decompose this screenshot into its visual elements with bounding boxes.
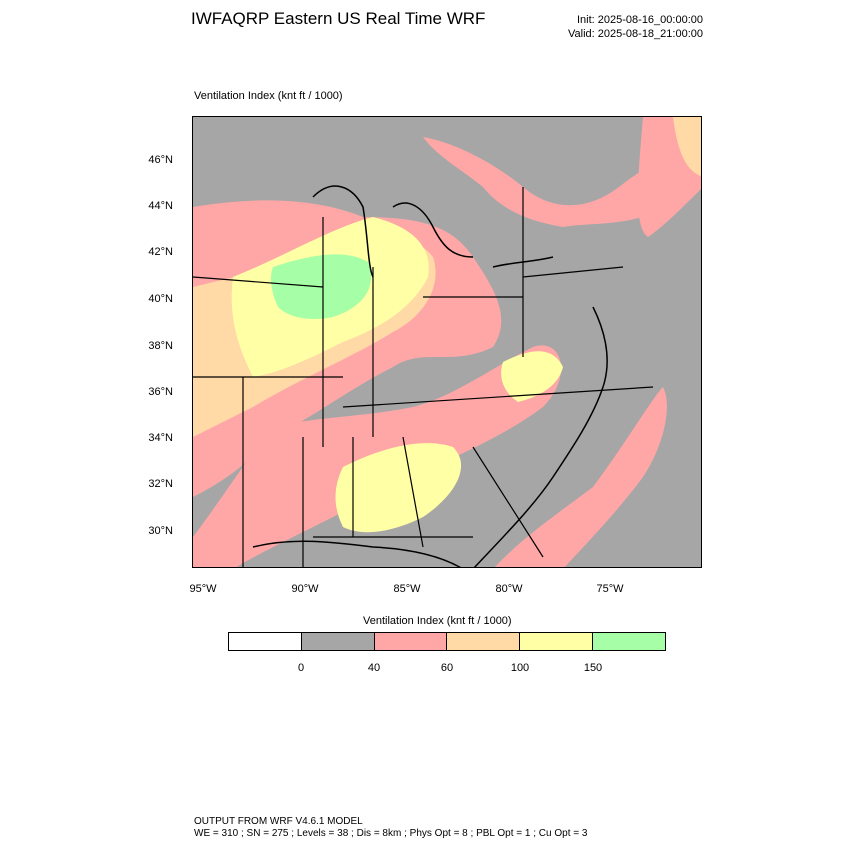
colorbar-label: 0 (297, 662, 305, 674)
pink-region-canada (423, 137, 663, 227)
colorbar-segment (593, 633, 665, 650)
colorbar (228, 632, 666, 651)
model-footer: OUTPUT FROM WRF V4.6.1 MODEL WE = 310 ; … (194, 816, 587, 840)
colorbar-segment (301, 633, 375, 650)
lat-label: 38°N (148, 340, 173, 352)
plot-title: IWFAQRP Eastern US Real Time WRF (191, 9, 486, 28)
colorbar-label: 150 (583, 662, 603, 674)
init-time: Init: 2025-08-16_00:00:00 (577, 14, 703, 26)
lat-label: 46°N (148, 154, 173, 166)
lat-label: 40°N (148, 293, 173, 305)
lon-label: 75°W (596, 583, 624, 595)
map-subtitle: Ventilation Index (knt ft / 1000) (194, 90, 343, 102)
yellow-region-south (335, 443, 462, 533)
peach-region-maine (673, 117, 701, 177)
colorbar-label: 60 (440, 662, 454, 674)
colorbar-segment (374, 633, 448, 650)
lat-label: 44°N (148, 200, 173, 212)
map-canvas (193, 117, 701, 567)
lat-label: 30°N (148, 525, 173, 537)
lat-label: 32°N (148, 478, 173, 490)
lat-label: 36°N (148, 386, 173, 398)
colorbar-label: 100 (510, 662, 530, 674)
valid-time: Valid: 2025-08-18_21:00:00 (568, 28, 703, 40)
colorbar-segment (520, 633, 594, 650)
lon-label: 80°W (495, 583, 523, 595)
footer-line-1: OUTPUT FROM WRF V4.6.1 MODEL (194, 816, 363, 827)
lon-label: 85°W (393, 583, 421, 595)
lat-label: 34°N (148, 432, 173, 444)
colorbar-segment (447, 633, 521, 650)
yellow-region-virginia (501, 351, 563, 402)
coastlines (252, 185, 608, 567)
lon-label: 95°W (189, 583, 217, 595)
lon-label: 90°W (291, 583, 319, 595)
run-times: Init: 2025-08-16_00:00:00 Valid: 2025-08… (568, 13, 703, 41)
pink-region-atlantic (494, 387, 667, 567)
lat-label: 42°N (148, 246, 173, 258)
footer-line-2: WE = 310 ; SN = 275 ; Levels = 38 ; Dis … (194, 828, 588, 839)
colorbar-label: 40 (367, 662, 381, 674)
map-panel (192, 116, 702, 568)
colorbar-segment (229, 633, 302, 650)
colorbar-title: Ventilation Index (knt ft / 1000) (363, 615, 512, 627)
